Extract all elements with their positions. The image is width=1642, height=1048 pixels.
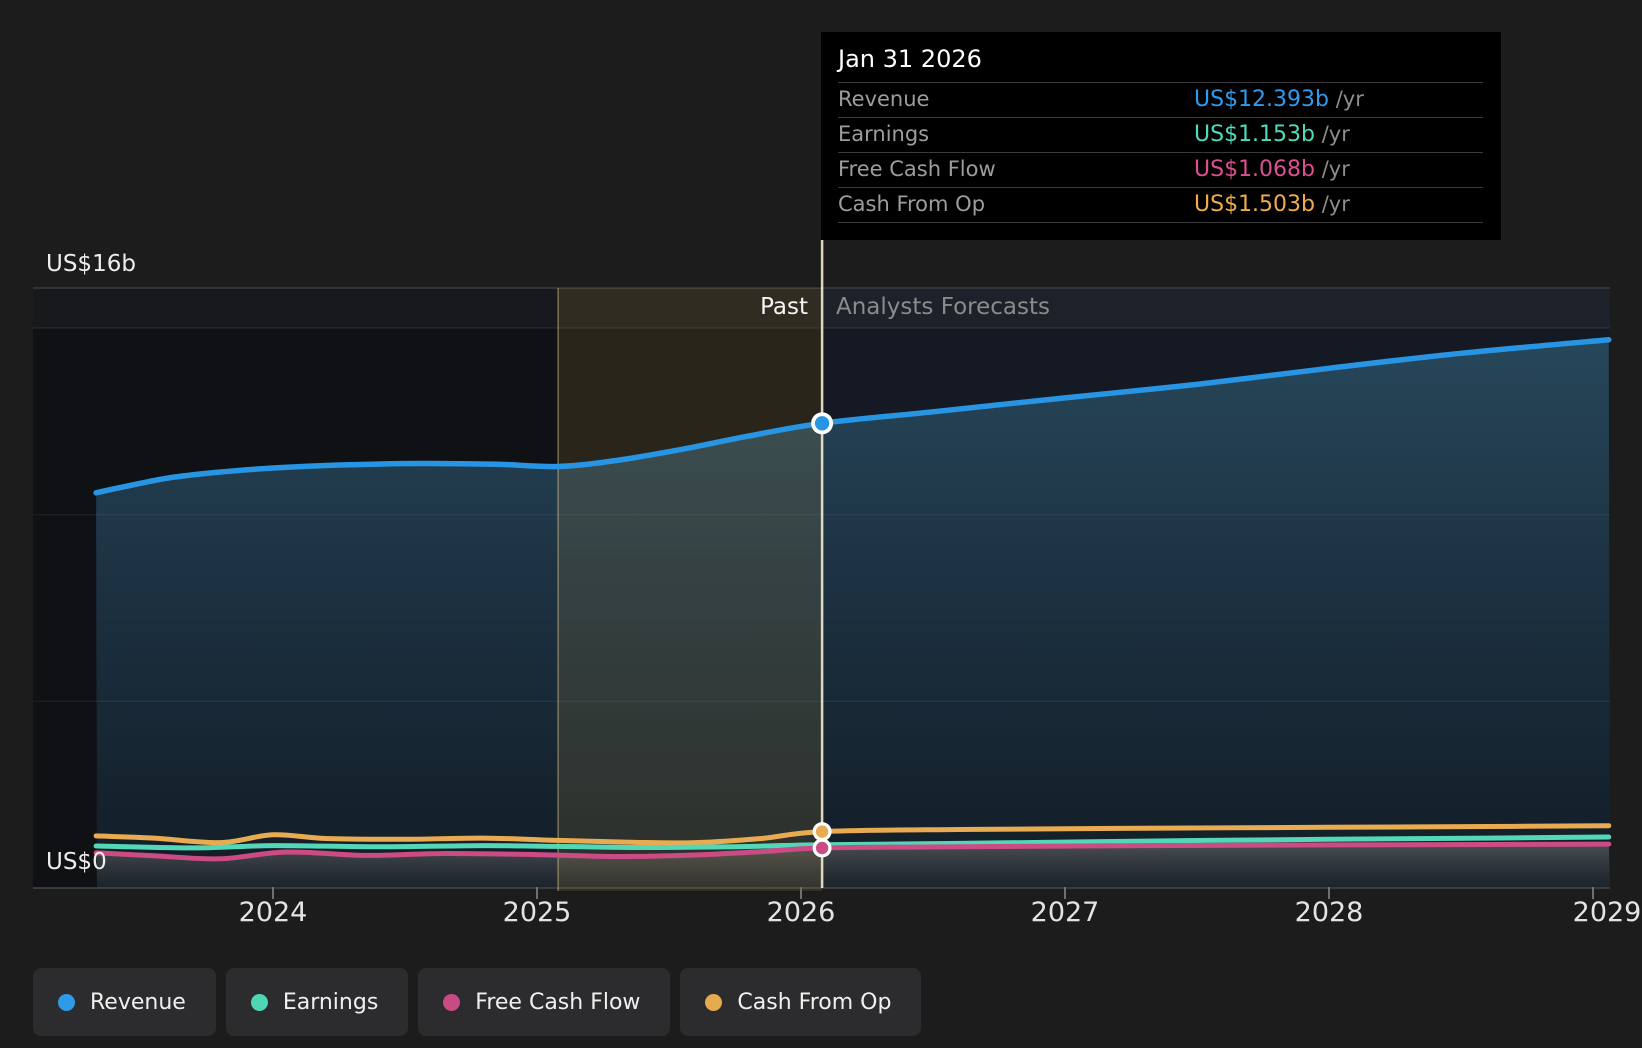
tooltip-bottom-divider xyxy=(838,222,1483,223)
legend-item-free-cash-flow[interactable]: Free Cash Flow xyxy=(418,968,671,1036)
revenue-area xyxy=(96,339,1611,888)
chart-tooltip: Jan 31 2026 Revenue US$12.393b /yr Earning… xyxy=(821,32,1501,240)
hover-marker-free-cash-flow xyxy=(815,841,829,855)
earnings-line xyxy=(93,834,1612,851)
legend-item-revenue[interactable]: Revenue xyxy=(33,968,216,1036)
tooltip-row-label: Free Cash Flow xyxy=(838,157,996,181)
x-axis-label-2026: 2026 xyxy=(766,897,836,928)
tooltip-row-divider xyxy=(838,187,1483,188)
legend-color-dot xyxy=(58,993,75,1011)
tooltip-row-unit: /yr xyxy=(1329,87,1364,111)
legend-item-label: Free Cash Flow xyxy=(475,989,641,1015)
tooltip-row-label: Revenue xyxy=(838,87,930,111)
legend-item-earnings[interactable]: Earnings xyxy=(225,968,409,1036)
tooltip-date: Jan 31 2026 xyxy=(838,45,982,73)
x-axis-label-2027: 2027 xyxy=(1030,897,1100,928)
tooltip-row-value: US$1.068b /yr xyxy=(1194,157,1350,182)
tooltip-row-value: US$1.153b /yr xyxy=(1194,122,1350,147)
y-axis-label-zero: US$0 xyxy=(46,849,107,875)
revenue-line xyxy=(93,337,1612,496)
legend-item-label: Revenue xyxy=(90,989,186,1015)
hover-marker-cash-from-op xyxy=(815,825,829,838)
chart-legend: Revenue Earnings Free Cash Flow Cash From O… xyxy=(33,968,922,1036)
tooltip-row: Revenue US$12.393b /yr xyxy=(821,82,1501,117)
legend-item-label: Cash From Op xyxy=(737,989,892,1015)
legend-color-dot xyxy=(443,993,461,1011)
legend-color-dot xyxy=(250,993,268,1011)
tooltip-row-unit: /yr xyxy=(1315,192,1350,216)
tooltip-row-unit: /yr xyxy=(1315,157,1350,181)
tooltip-row: Earnings US$1.153b /yr xyxy=(821,117,1501,152)
free-cash-flow-line xyxy=(93,841,1612,862)
x-axis-label-2029: 2029 xyxy=(1572,897,1642,928)
legend-color-dot xyxy=(705,993,723,1011)
tooltip-rows: Revenue US$12.393b /yr Earnings US$1.153b /… xyxy=(821,82,1501,222)
x-axis-label-2028: 2028 xyxy=(1294,897,1364,928)
tooltip-row: Free Cash Flow US$1.068b /yr xyxy=(821,152,1501,187)
past-label: Past xyxy=(760,294,808,320)
tooltip-row: Cash From Op US$1.503b /yr xyxy=(821,187,1501,222)
tooltip-row-divider xyxy=(838,152,1483,153)
tooltip-row-value: US$1.503b /yr xyxy=(1194,192,1350,217)
x-axis-label-2025: 2025 xyxy=(502,897,572,928)
tooltip-row-label: Earnings xyxy=(838,122,930,146)
fiscal-year-highlight-band xyxy=(558,288,823,891)
legend-item-cash-from-op[interactable]: Cash From Op xyxy=(680,968,922,1036)
cash-from-op-line xyxy=(93,823,1612,846)
tooltip-row-value: US$12.393b /yr xyxy=(1194,87,1364,112)
tooltip-row-divider xyxy=(838,82,1483,83)
hover-marker-revenue xyxy=(814,416,830,431)
tooltip-row-divider xyxy=(838,117,1483,118)
tooltip-row-label: Cash From Op xyxy=(838,192,986,216)
x-axis-label-2024: 2024 xyxy=(238,897,308,928)
legend-item-label: Earnings xyxy=(282,989,379,1015)
analysts-forecasts-label: Analysts Forecasts xyxy=(836,294,1051,320)
y-axis-label-top: US$16b xyxy=(46,251,136,277)
tooltip-row-unit: /yr xyxy=(1315,122,1350,146)
